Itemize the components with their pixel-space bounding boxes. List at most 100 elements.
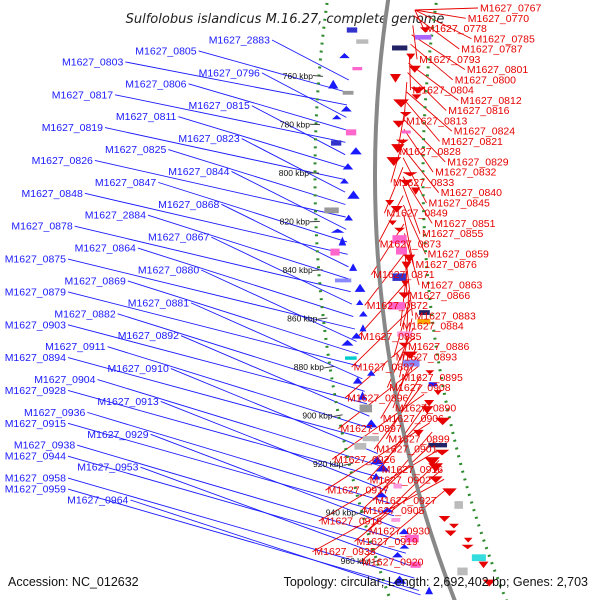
reverse-gene-label: M1627_0887 <box>354 362 415 374</box>
label-connector <box>367 412 429 481</box>
label-connector <box>198 50 348 93</box>
label-connector <box>140 466 411 567</box>
gene-feature-block <box>362 436 379 442</box>
label-connector <box>413 15 460 50</box>
reverse-gene-arrow <box>398 342 410 348</box>
reverse-gene-label: M1627_0832 <box>435 167 496 179</box>
forward-gene-arrow <box>371 472 381 480</box>
reverse-gene-arrow <box>391 144 405 153</box>
forward-gene-label: M1627_0847 <box>95 177 156 189</box>
forward-gene-label: M1627_0881 <box>128 297 189 309</box>
reverse-gene-label: M1627_0816 <box>448 105 509 117</box>
forward-gene-arrow <box>332 114 342 120</box>
reverse-gene-label: M1627_0930 <box>369 526 430 538</box>
reverse-gene-label: M1627_0917 <box>328 485 389 497</box>
label-connector <box>67 422 395 517</box>
backbone-arc <box>373 0 457 600</box>
label-connector <box>211 236 353 305</box>
reverse-gene-label: M1627_0785 <box>474 33 535 45</box>
reverse-gene-label: M1627_0787 <box>461 44 522 56</box>
reverse-gene-arrow <box>411 187 421 195</box>
reverse-gene-arrow <box>433 390 443 396</box>
reverse-gene-arrow <box>482 579 496 587</box>
label-connector <box>67 291 361 367</box>
reverse-gene-arrow <box>390 205 403 213</box>
label-connector <box>414 9 472 40</box>
forward-gene-arrow <box>354 283 366 292</box>
label-connector <box>366 460 440 532</box>
forward-gene-label: M1627_0825 <box>105 144 166 156</box>
label-connector <box>251 105 346 156</box>
reverse-gene-label: M1627_0901 <box>376 444 437 456</box>
label-connector <box>137 247 354 318</box>
gene-feature-block <box>342 90 354 95</box>
kbp-tick-label: 800 kbp <box>279 168 310 178</box>
forward-gene-label: M1627_0958 <box>5 473 66 485</box>
label-connector <box>318 450 437 522</box>
reverse-gene-arrow <box>394 227 405 233</box>
reverse-gene-label: M1627_0778 <box>426 23 487 35</box>
forward-gene-arrow <box>375 491 388 498</box>
label-connector <box>393 299 411 357</box>
reverse-gene-label: M1627_0873 <box>380 239 441 251</box>
reverse-gene-label: M1627_0935 <box>314 546 375 558</box>
label-connector <box>67 477 415 579</box>
kbp-tick-label: 820 kbp <box>280 217 311 227</box>
label-connector <box>403 119 446 163</box>
label-connector <box>331 393 425 460</box>
gene-feature-block <box>402 359 420 367</box>
forward-gene-arrow <box>399 544 410 549</box>
reverse-gene-arrow <box>463 537 473 543</box>
reverse-gene-arrow <box>438 515 451 522</box>
reverse-gene-label: M1627_0851 <box>434 218 495 230</box>
forward-gene-label: M1627_0868 <box>158 199 219 211</box>
label-connector <box>364 252 406 306</box>
reverse-gene-arrow <box>403 254 416 263</box>
label-connector <box>312 478 445 553</box>
reverse-gene-label: M1627_0800 <box>455 74 516 86</box>
forward-gene-arrow <box>392 575 407 584</box>
kbp-tick-label: 920 kbp <box>313 459 344 469</box>
forward-gene-label: M1627_0806 <box>125 78 186 90</box>
forward-gene-label: M1627_0892 <box>118 330 179 342</box>
kbp-tick-label: 880 kbp <box>294 362 325 372</box>
gene-feature-block <box>388 302 406 310</box>
reverse-gene-label: M1627_0833 <box>393 177 454 189</box>
forward-gene-arrow <box>344 214 353 221</box>
gene-feature-block <box>352 67 363 71</box>
forward-gene-label: M1627_0848 <box>21 188 82 200</box>
forward-gene-arrow <box>350 147 362 155</box>
forward-gene-arrow <box>330 228 345 233</box>
gene-feature-block <box>359 404 373 413</box>
label-connector <box>338 365 420 429</box>
reverse-gene-arrow <box>389 74 401 83</box>
gene-feature-block <box>417 318 431 325</box>
forward-gene-label: M1627_0817 <box>52 89 113 101</box>
reverse-gene-arrow <box>410 87 426 94</box>
label-connector <box>405 290 410 347</box>
reverse-gene-arrow <box>402 172 418 177</box>
gene-feature-block <box>392 235 407 244</box>
kbp-tick-label: 960 kbp <box>341 556 372 566</box>
forward-gene-arrow <box>328 79 339 89</box>
forward-gene-arrow <box>359 324 367 332</box>
label-connector <box>351 308 412 368</box>
reverse-gene-label: M1627_0813 <box>406 115 467 127</box>
reverse-gene-arrow <box>408 65 421 73</box>
kbp-tick-label: 840 kbp <box>282 265 313 275</box>
gene-feature-block <box>457 567 468 576</box>
reverse-gene-label: M1627_0902 <box>370 474 431 486</box>
label-connector <box>130 499 421 596</box>
forward-gene-label: M1627_0882 <box>54 308 115 320</box>
label-connector <box>170 368 378 455</box>
reverse-gene-arrow <box>392 120 405 128</box>
forward-gene-arrow <box>398 528 410 535</box>
forward-gene-arrow <box>375 464 390 472</box>
label-connector <box>117 313 365 392</box>
reverse-gene-arrow <box>413 429 424 437</box>
label-connector <box>372 431 433 501</box>
reverse-gene-label: M1627_0866 <box>409 290 470 302</box>
gene-feature-block <box>324 207 339 214</box>
reverse-gene-label: M1627_0859 <box>428 249 489 261</box>
